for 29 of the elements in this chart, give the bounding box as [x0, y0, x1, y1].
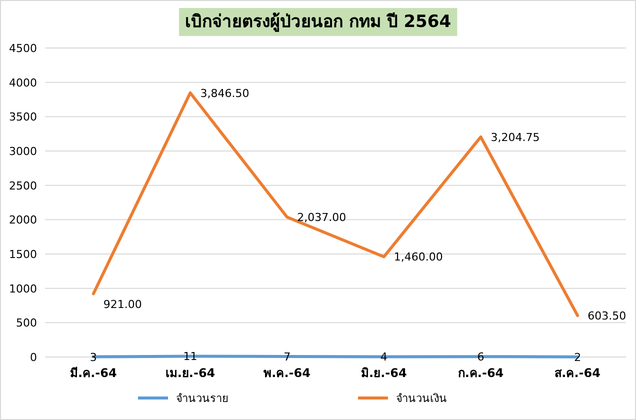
x-tick-label: ส.ค.-64 [554, 366, 600, 380]
data-label: 3,204.75 [490, 130, 540, 144]
legend-label: จำนวนราย [176, 392, 228, 405]
x-tick-label: พ.ค.-64 [264, 366, 310, 380]
data-label: 2,037.00 [297, 211, 346, 224]
data-label: 2 [574, 350, 582, 364]
data-label: 921.00 [103, 298, 142, 311]
x-tick-label: มี.ค.-64 [70, 366, 117, 380]
data-label: 6 [477, 350, 484, 364]
y-tick-label: 3500 [9, 110, 37, 124]
y-tick-label: 1500 [9, 248, 37, 261]
x-tick-label: ก.ค.-64 [458, 366, 504, 380]
y-tick-label: 0 [30, 351, 37, 364]
y-tick-label: 2000 [9, 214, 37, 227]
x-tick-label: เม.ย.-64 [165, 366, 216, 380]
data-label: 1,460.00 [394, 250, 443, 264]
x-tick-label: มิ.ย.-64 [361, 366, 407, 380]
y-tick-label: 500 [16, 316, 37, 330]
data-label: 4 [380, 350, 388, 364]
y-tick-label: 4500 [9, 42, 37, 55]
y-tick-label: 3000 [9, 145, 37, 158]
y-tick-label: 1000 [9, 282, 37, 296]
data-label: 603.50 [588, 310, 626, 323]
y-tick-label: 4000 [9, 76, 37, 90]
y-tick-label: 2500 [9, 179, 37, 192]
data-label: 3,846.50 [200, 86, 250, 100]
chart-title: เบิกจ่ายตรงผู้ป่วยนอก กทม ปี 2564 [184, 11, 452, 33]
legend-label: จำนวนเงิน [396, 392, 447, 405]
data-label: 11 [183, 350, 198, 364]
